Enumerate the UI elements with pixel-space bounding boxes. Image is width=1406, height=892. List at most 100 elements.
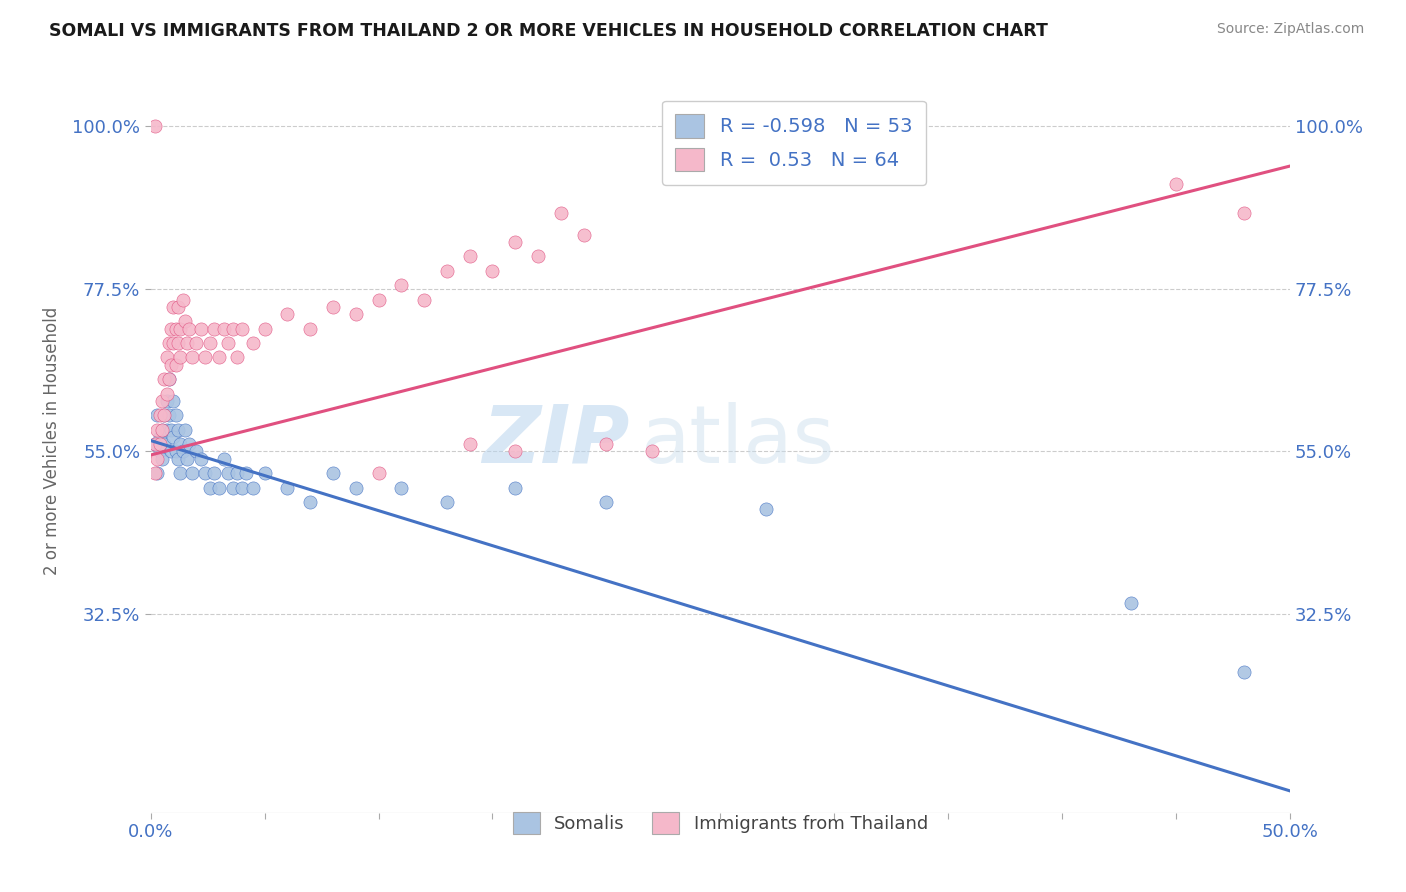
Point bbox=[299, 495, 322, 509]
Point bbox=[153, 372, 176, 386]
Point bbox=[160, 423, 183, 437]
Point bbox=[167, 300, 190, 314]
Point bbox=[176, 451, 198, 466]
Point bbox=[150, 451, 173, 466]
Point bbox=[173, 423, 195, 437]
Point bbox=[242, 336, 264, 351]
Point bbox=[231, 321, 253, 335]
Text: Source: ZipAtlas.com: Source: ZipAtlas.com bbox=[1216, 22, 1364, 37]
Point bbox=[180, 351, 202, 365]
Point bbox=[217, 466, 239, 480]
Point bbox=[167, 451, 190, 466]
Point bbox=[150, 393, 173, 408]
Point bbox=[235, 466, 257, 480]
Point bbox=[204, 466, 226, 480]
Point bbox=[153, 409, 176, 423]
Point bbox=[503, 235, 526, 249]
Point bbox=[276, 481, 298, 495]
Point bbox=[595, 437, 617, 451]
Point bbox=[155, 386, 177, 401]
Point bbox=[160, 444, 183, 458]
Y-axis label: 2 or more Vehicles in Household: 2 or more Vehicles in Household bbox=[44, 307, 60, 574]
Point bbox=[212, 451, 235, 466]
Point bbox=[179, 437, 201, 451]
Point bbox=[194, 351, 217, 365]
Point bbox=[162, 393, 184, 408]
Point bbox=[155, 423, 177, 437]
Point bbox=[436, 264, 458, 278]
Point bbox=[198, 481, 221, 495]
Point bbox=[595, 495, 617, 509]
Point bbox=[190, 321, 212, 335]
Point bbox=[157, 336, 180, 351]
Point bbox=[194, 466, 217, 480]
Point bbox=[146, 451, 169, 466]
Text: atlas: atlas bbox=[641, 401, 835, 480]
Point bbox=[344, 481, 367, 495]
Point bbox=[1164, 177, 1187, 191]
Point bbox=[172, 444, 194, 458]
Point bbox=[143, 120, 166, 134]
Point bbox=[503, 444, 526, 458]
Point bbox=[162, 336, 184, 351]
Point bbox=[503, 481, 526, 495]
Text: SOMALI VS IMMIGRANTS FROM THAILAND 2 OR MORE VEHICLES IN HOUSEHOLD CORRELATION C: SOMALI VS IMMIGRANTS FROM THAILAND 2 OR … bbox=[49, 22, 1047, 40]
Point bbox=[217, 336, 239, 351]
Point bbox=[146, 423, 169, 437]
Point bbox=[149, 444, 172, 458]
Point bbox=[253, 321, 276, 335]
Point bbox=[146, 409, 169, 423]
Point bbox=[242, 481, 264, 495]
Point bbox=[527, 249, 550, 263]
Point bbox=[1233, 665, 1256, 679]
Point bbox=[162, 430, 184, 444]
Point bbox=[173, 314, 195, 328]
Point bbox=[186, 336, 208, 351]
Point bbox=[322, 300, 344, 314]
Point bbox=[299, 321, 322, 335]
Point bbox=[204, 321, 226, 335]
Point bbox=[150, 423, 173, 437]
Point bbox=[190, 451, 212, 466]
Point bbox=[149, 409, 172, 423]
Point bbox=[143, 466, 166, 480]
Point bbox=[160, 321, 183, 335]
Point bbox=[172, 293, 194, 307]
Point bbox=[226, 351, 249, 365]
Point bbox=[186, 444, 208, 458]
Point bbox=[226, 466, 249, 480]
Point bbox=[208, 481, 231, 495]
Point bbox=[1119, 596, 1142, 610]
Point bbox=[143, 437, 166, 451]
Point bbox=[149, 430, 172, 444]
Point bbox=[198, 336, 221, 351]
Point bbox=[458, 249, 481, 263]
Point bbox=[165, 444, 187, 458]
Point bbox=[550, 206, 572, 220]
Point bbox=[153, 409, 176, 423]
Point bbox=[641, 444, 664, 458]
Point bbox=[179, 321, 201, 335]
Point bbox=[436, 495, 458, 509]
Point bbox=[155, 393, 177, 408]
Text: ZIP: ZIP bbox=[482, 401, 628, 480]
Point bbox=[157, 372, 180, 386]
Point bbox=[389, 481, 412, 495]
Point bbox=[176, 336, 198, 351]
Point bbox=[180, 466, 202, 480]
Point bbox=[221, 321, 243, 335]
Point bbox=[167, 423, 190, 437]
Point bbox=[153, 437, 176, 451]
Point bbox=[155, 351, 177, 365]
Point bbox=[212, 321, 235, 335]
Point bbox=[160, 358, 183, 372]
Point bbox=[150, 423, 173, 437]
Point bbox=[157, 409, 180, 423]
Point bbox=[208, 351, 231, 365]
Point bbox=[165, 321, 187, 335]
Point bbox=[221, 481, 243, 495]
Point bbox=[322, 466, 344, 480]
Point bbox=[367, 466, 389, 480]
Point bbox=[253, 466, 276, 480]
Point bbox=[167, 336, 190, 351]
